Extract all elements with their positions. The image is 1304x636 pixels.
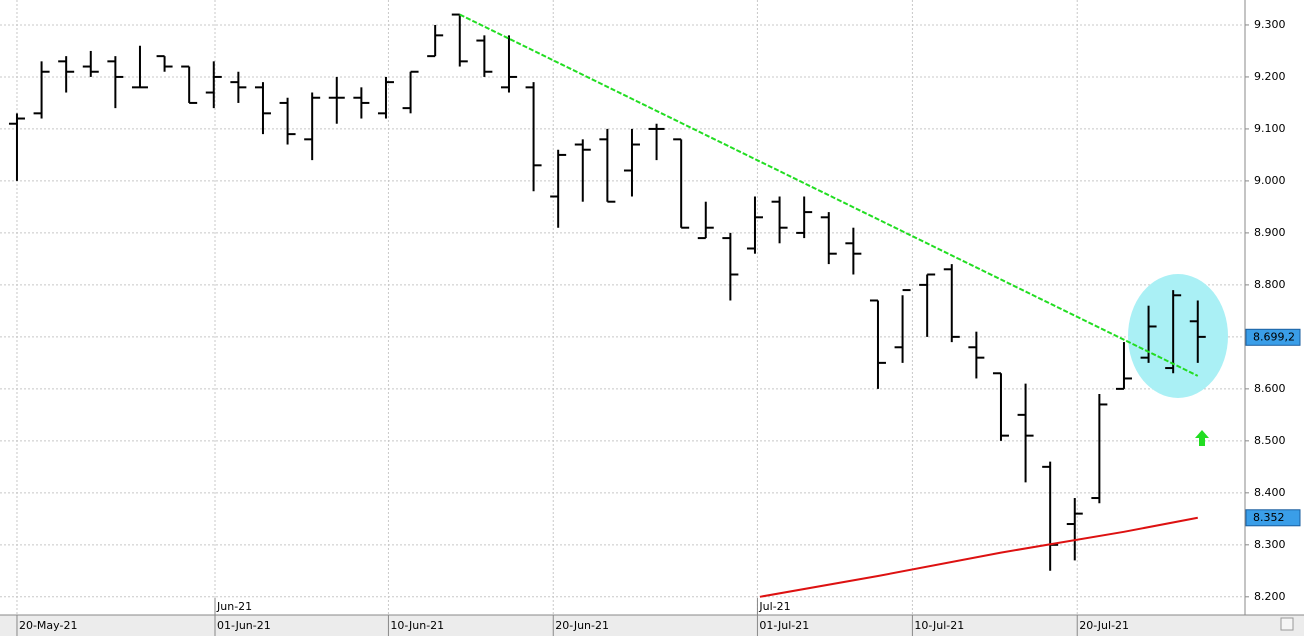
y-tick-label: 9.200: [1254, 70, 1286, 83]
price-label: 8.699,2: [1253, 330, 1295, 343]
moving-average: [759, 516, 1198, 598]
month-tick-label: Jun-21: [216, 600, 252, 613]
x-tick-label: 01-Jul-21: [759, 619, 809, 632]
up-arrow: [1195, 430, 1209, 446]
x-tick-label: 01-Jun-21: [217, 619, 271, 632]
x-tick-label: 20-Jun-21: [555, 619, 609, 632]
y-tick-label: 8.300: [1254, 538, 1286, 551]
price-label-box: [1245, 328, 1301, 346]
trendline: [459, 13, 1199, 377]
marks: [8, 13, 1206, 598]
month-tick-label: Jul-21: [758, 600, 790, 613]
x-tick-label: 20-May-21: [19, 619, 77, 632]
y-tick-label: 9.300: [1254, 18, 1286, 31]
x-tick-label: 10-Jun-21: [390, 619, 444, 632]
price-label: 8.352: [1253, 511, 1285, 524]
y-tick-label: 8.200: [1254, 590, 1286, 603]
grid: [0, 0, 1245, 615]
y-tick-label: 8.500: [1254, 434, 1286, 447]
plot-area: [0, 0, 1245, 615]
y-tick-label: 9.100: [1254, 122, 1286, 135]
y-tick-label: 8.600: [1254, 382, 1286, 395]
x-axis-band: [0, 615, 1304, 636]
y-tick-label: 8.800: [1254, 278, 1286, 291]
y-tick-label: 8.900: [1254, 226, 1286, 239]
x-tick-label: 20-Jul-21: [1079, 619, 1129, 632]
price-label-box: [1245, 509, 1301, 527]
y-tick-label: 9.000: [1254, 174, 1286, 187]
x-tick-label: 10-Jul-21: [914, 619, 964, 632]
y-tick-label: 8.400: [1254, 486, 1286, 499]
corner-icon: [1280, 617, 1294, 631]
highlight-ellipse: [1128, 274, 1228, 398]
